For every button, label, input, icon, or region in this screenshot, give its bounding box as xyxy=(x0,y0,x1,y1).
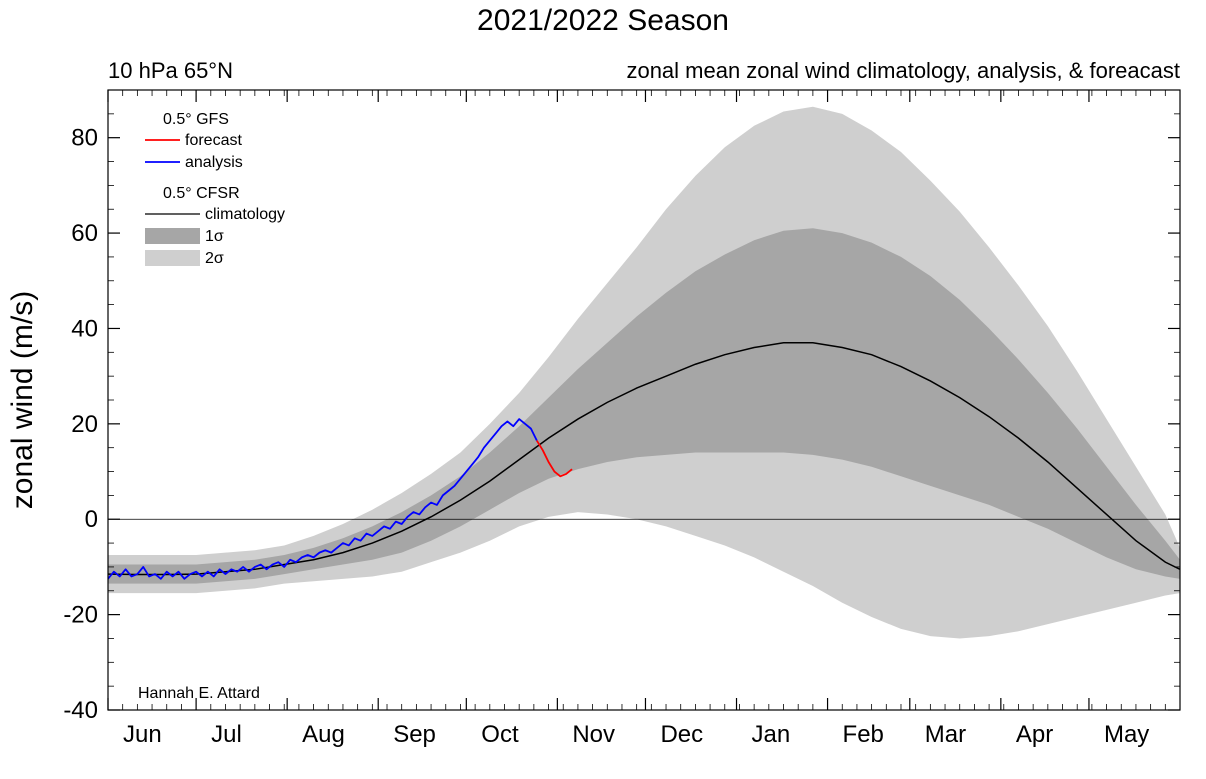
x-tick-label: Dec xyxy=(660,721,703,748)
legend-header-cfsr: 0.5° CFSR xyxy=(163,185,240,202)
x-tick-label: Jul xyxy=(211,721,242,748)
legend-1sigma: 1σ xyxy=(205,228,224,245)
subtitle-right: zonal mean zonal wind climatology, analy… xyxy=(626,58,1180,83)
legend-analysis: analysis xyxy=(185,154,243,171)
y-tick-label: 20 xyxy=(71,411,98,438)
chart-title: 2021/2022 Season xyxy=(477,4,729,37)
x-tick-label: Apr xyxy=(1016,721,1053,748)
x-tick-label: Jan xyxy=(752,721,791,748)
x-tick-label: Mar xyxy=(925,721,966,748)
y-tick-label: 0 xyxy=(85,506,98,533)
y-tick-label: 80 xyxy=(71,125,98,152)
chart-credit: Hannah E. Attard xyxy=(138,685,260,702)
y-axis-label: zonal wind (m/s) xyxy=(6,291,39,509)
x-tick-label: Oct xyxy=(481,721,519,748)
x-tick-label: Sep xyxy=(393,721,436,748)
y-tick-label: -20 xyxy=(63,602,98,629)
y-tick-label: 60 xyxy=(71,220,98,247)
x-tick-label: Feb xyxy=(843,721,884,748)
y-tick-label: -40 xyxy=(63,697,98,724)
x-tick-label: Jun xyxy=(123,721,162,748)
legend-climatology: climatology xyxy=(205,206,285,223)
y-tick-label: 40 xyxy=(71,315,98,342)
zonal-wind-chart: Jun Jul Aug Sep Oct Nov Dec Jan Feb Mar Apr May -40 -… xyxy=(0,0,1206,779)
x-tick-label: May xyxy=(1104,721,1149,748)
legend-2sigma: 2σ xyxy=(205,250,224,267)
legend-forecast: forecast xyxy=(185,132,242,149)
legend-header-gfs: 0.5° GFS xyxy=(163,111,229,128)
x-tick-label: Aug xyxy=(302,721,345,748)
x-tick-label: Nov xyxy=(572,721,615,748)
subtitle-left: 10 hPa 65°N xyxy=(108,58,233,83)
